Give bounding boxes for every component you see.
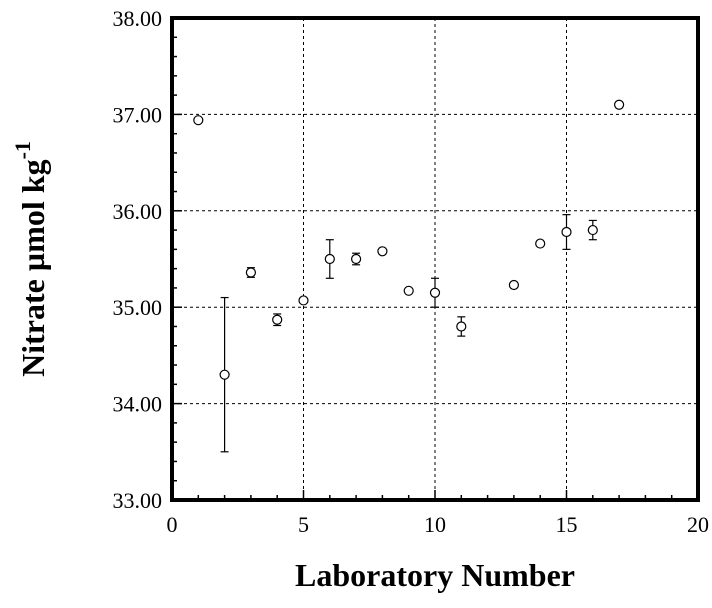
data-point-lab-14: [535, 238, 546, 249]
data-point-marker: [245, 267, 256, 278]
data-point-lab-7: [351, 252, 362, 266]
data-point-marker: [535, 238, 546, 249]
data-point-lab-5: [298, 295, 309, 306]
data-point-marker: [456, 321, 467, 332]
data-point-lab-13: [508, 279, 520, 291]
x-tick-label: 5: [298, 512, 309, 537]
data-point-lab-4: [272, 313, 283, 327]
y-axis-title-main: Nitrate µmol kg: [15, 159, 51, 377]
data-point-marker: [298, 295, 309, 306]
y-tick-label: 34.00: [113, 392, 163, 417]
data-point-marker: [219, 369, 230, 380]
data-point-marker: [324, 253, 335, 265]
y-tick-label: 35.00: [113, 295, 163, 320]
data-point-marker: [613, 99, 625, 110]
data-point-lab-1: [193, 115, 204, 126]
y-tick-label: 33.00: [113, 488, 163, 513]
data-point-marker: [587, 224, 598, 236]
data-point-lab-9: [403, 285, 414, 296]
x-tick-label: 20: [687, 512, 709, 537]
data-points: [193, 99, 625, 453]
data-point-lab-8: [377, 246, 388, 257]
data-point-lab-11: [456, 316, 467, 337]
x-tick-label: 15: [556, 512, 578, 537]
data-point-marker: [429, 287, 441, 298]
data-point-lab-3: [245, 267, 256, 278]
gridlines: [172, 18, 698, 500]
x-axis-title: Laboratory Number: [295, 557, 575, 593]
y-tick-label: 38.00: [113, 6, 163, 31]
data-point-lab-2: [219, 296, 230, 453]
data-point-marker: [403, 285, 414, 296]
y-tick-label: 37.00: [113, 102, 163, 127]
data-point-lab-17: [613, 99, 625, 110]
data-point-marker: [561, 226, 572, 238]
y-axis-title-superscript: -1: [10, 141, 35, 159]
data-point-lab-15: [561, 214, 572, 250]
data-point-lab-16: [587, 219, 598, 241]
data-point-lab-6: [324, 239, 335, 279]
tick-labels: 0 5 10 15 20 33.00 34.00 35.00 36.00 37.00 38.00: [113, 6, 710, 537]
data-point-marker: [508, 279, 520, 291]
y-tick-label: 36.00: [113, 199, 163, 224]
data-point-lab-10: [429, 277, 441, 308]
data-point-marker: [272, 314, 283, 325]
data-point-marker: [351, 253, 362, 265]
x-tick-label: 0: [167, 512, 178, 537]
plot-frame: [170, 16, 700, 502]
y-axis-title: Nitrate µmol kg-1: [10, 141, 51, 377]
data-point-marker: [377, 246, 388, 257]
x-tick-label: 10: [424, 512, 446, 537]
data-point-marker: [193, 115, 204, 126]
